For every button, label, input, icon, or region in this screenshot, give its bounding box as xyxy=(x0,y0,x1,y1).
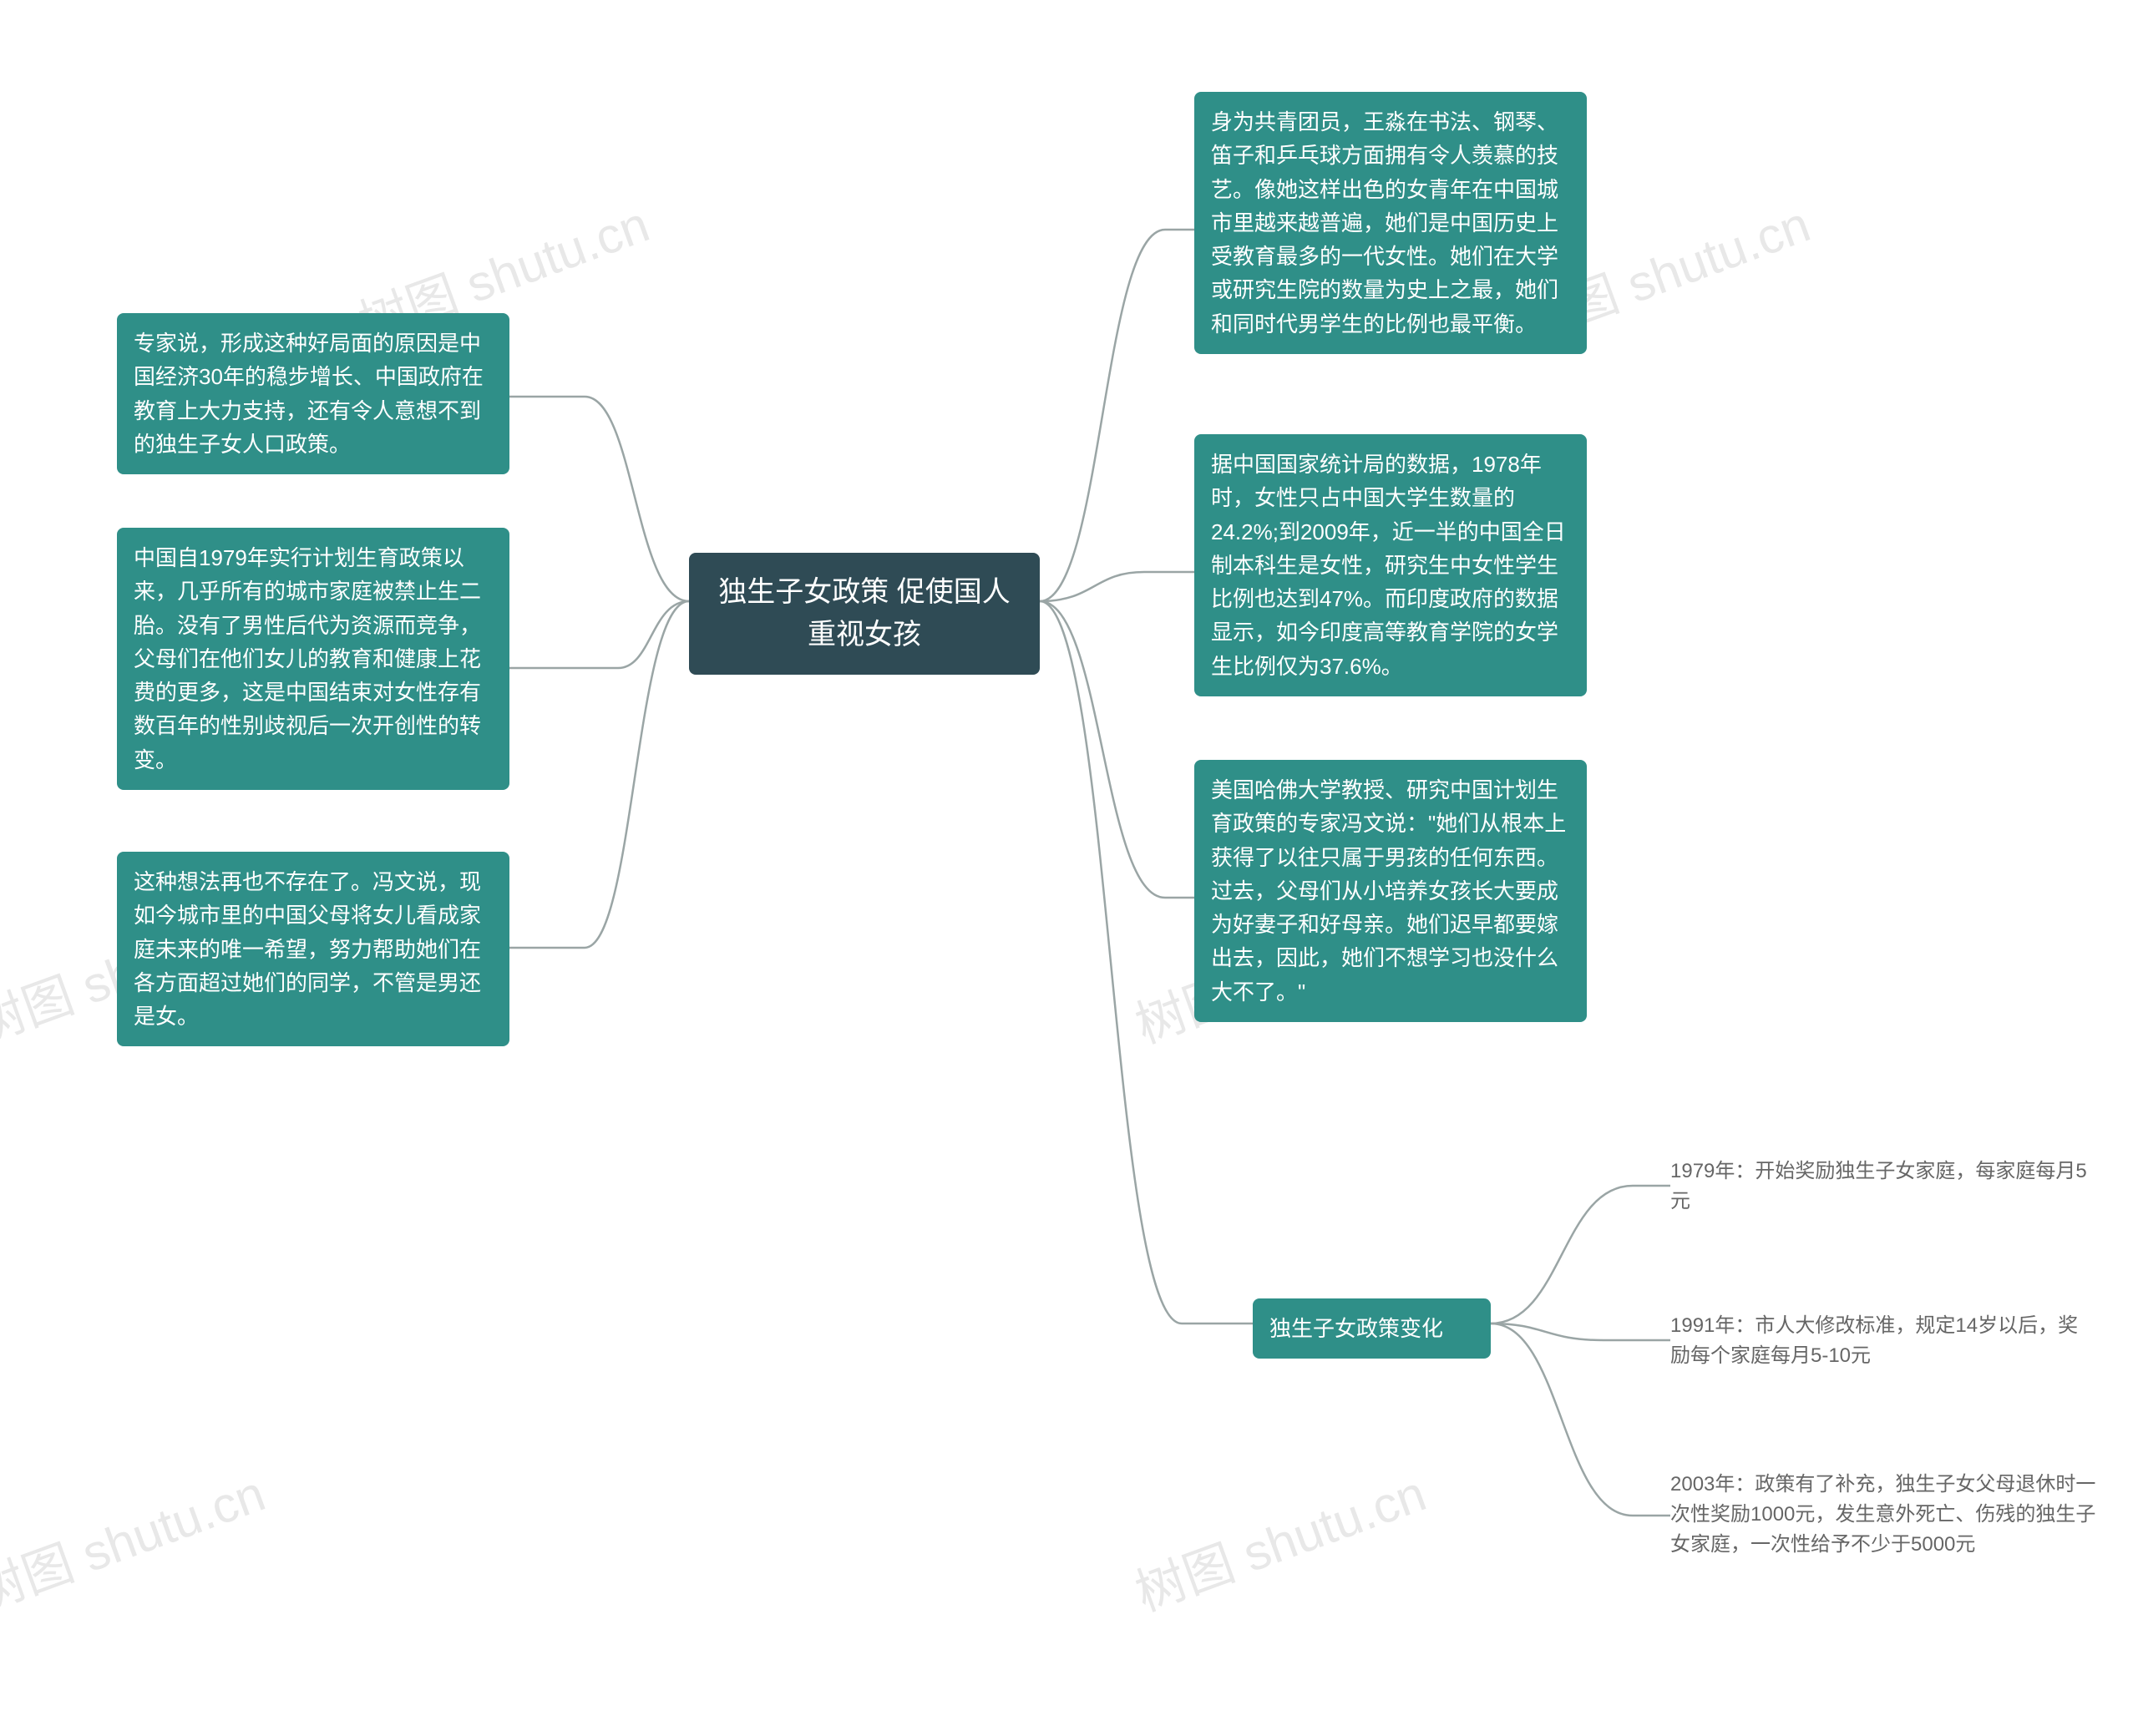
branch-text: 美国哈佛大学教授、研究中国计划生育政策的专家冯文说："她们从根本上获得了以往只属… xyxy=(1211,777,1566,1005)
leaf-text: 1991年：市人大修改标准，规定14岁以后，奖励每个家庭每月5-10元 xyxy=(1670,1314,2078,1367)
leaf-2: 2003年：政策有了补充，独生子女父母退休时一次性奖励1000元，发生意外死亡、… xyxy=(1670,1470,2096,1560)
left-branch-2[interactable]: 这种想法再也不存在了。冯文说，现如今城市里的中国父母将女儿看成家庭未来的唯一希望… xyxy=(117,852,509,1046)
leaf-1: 1991年：市人大修改标准，规定14岁以后，奖励每个家庭每月5-10元 xyxy=(1670,1311,2088,1371)
watermark: 树图 shutu.cn xyxy=(0,1453,273,1625)
left-branch-0[interactable]: 专家说，形成这种好局面的原因是中国经济30年的稳步增长、中国政府在教育上大力支持… xyxy=(117,313,509,474)
center-text: 独生子女政策 促使国人重视女孩 xyxy=(718,576,1010,650)
left-branch-1[interactable]: 中国自1979年实行计划生育政策以来，几乎所有的城市家庭被禁止生二胎。没有了男性… xyxy=(117,528,509,790)
leaf-text: 1979年：开始奖励独生子女家庭，每家庭每月5元 xyxy=(1670,1160,2087,1212)
right-branch-1[interactable]: 据中国国家统计局的数据，1978年时，女性只占中国大学生数量的24.2%;到20… xyxy=(1194,434,1587,696)
branch-text: 中国自1979年实行计划生育政策以来，几乎所有的城市家庭被禁止生二胎。没有了男性… xyxy=(134,545,481,772)
right-branch-3[interactable]: 独生子女政策变化 xyxy=(1253,1298,1491,1359)
branch-text: 专家说，形成这种好局面的原因是中国经济30年的稳步增长、中国政府在教育上大力支持… xyxy=(134,331,484,457)
right-branch-2[interactable]: 美国哈佛大学教授、研究中国计划生育政策的专家冯文说："她们从根本上获得了以往只属… xyxy=(1194,760,1587,1022)
branch-text: 这种想法再也不存在了。冯文说，现如今城市里的中国父母将女儿看成家庭未来的唯一希望… xyxy=(134,869,481,1029)
branch-text: 独生子女政策变化 xyxy=(1269,1316,1443,1341)
leaf-0: 1979年：开始奖励独生子女家庭，每家庭每月5元 xyxy=(1670,1156,2088,1217)
branch-text: 身为共青团员，王淼在书法、钢琴、笛子和乒乓球方面拥有令人羡慕的技艺。像她这样出色… xyxy=(1211,109,1558,337)
leaf-text: 2003年：政策有了补充，独生子女父母退休时一次性奖励1000元，发生意外死亡、… xyxy=(1670,1473,2095,1556)
right-branch-0[interactable]: 身为共青团员，王淼在书法、钢琴、笛子和乒乓球方面拥有令人羡慕的技艺。像她这样出色… xyxy=(1194,92,1587,354)
watermark: 树图 shutu.cn xyxy=(1124,1453,1434,1625)
branch-text: 据中国国家统计局的数据，1978年时，女性只占中国大学生数量的24.2%;到20… xyxy=(1211,452,1566,679)
center-node[interactable]: 独生子女政策 促使国人重视女孩 xyxy=(689,553,1040,675)
